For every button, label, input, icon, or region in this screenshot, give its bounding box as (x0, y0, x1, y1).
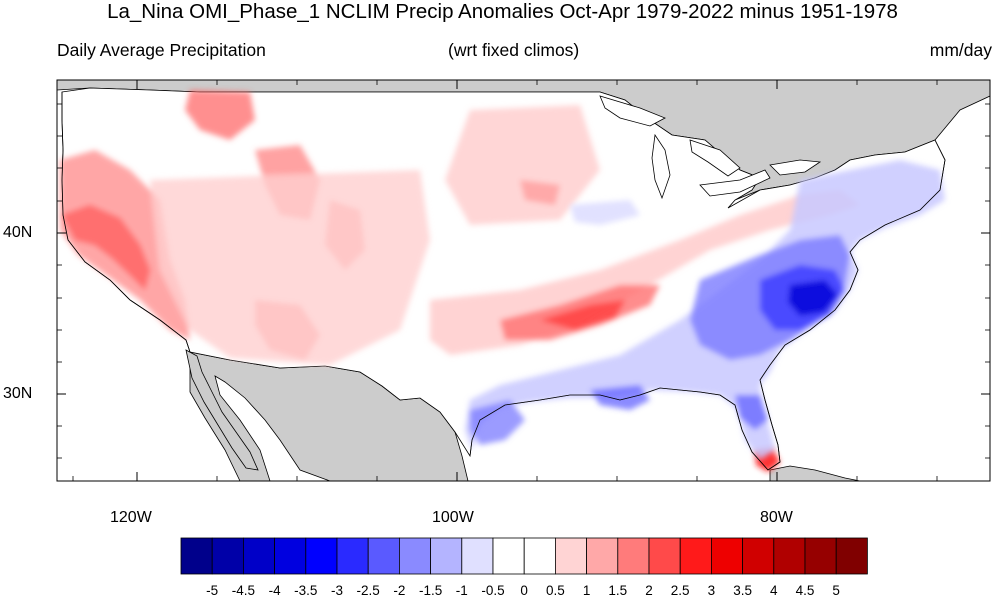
colorbar-box-11 (523, 537, 556, 575)
colorbar-label: -1 (455, 583, 468, 598)
colorbar-box-10 (492, 537, 525, 575)
colorbar-label: 3.5 (733, 583, 752, 598)
coastline (61, 92, 946, 471)
colorbar-box-15 (648, 537, 681, 575)
colorbar-box-3 (274, 537, 307, 575)
lat-label-30n: 30N (3, 385, 33, 402)
colorbar-label: -5 (206, 583, 219, 598)
plot-border (56, 79, 991, 482)
colorbar-label: -3.5 (294, 583, 318, 598)
map-title: La_Nina OMI_Phase_1 NCLIM Precip Anomali… (107, 0, 898, 23)
colorbar-label: 4.5 (795, 583, 815, 598)
colorbar (180, 537, 868, 575)
minor-ticks (57, 80, 990, 481)
map-area (57, 80, 990, 481)
subtitle-left: Daily Average Precipitation (57, 40, 266, 60)
cuba-region (769, 465, 861, 481)
colorbar-box-1 (211, 537, 244, 575)
colorbar-label: 0 (520, 583, 528, 598)
lon-label-100w: 100W (432, 509, 474, 526)
colorbar-box-21 (835, 537, 868, 575)
colorbar-box-16 (679, 537, 712, 575)
colorbar-label: 3 (707, 583, 716, 598)
lat-label-40n: 40N (3, 224, 33, 241)
colorbar-label: 2 (645, 583, 653, 598)
colorbar-label: -4 (268, 583, 281, 598)
colorbar-box-20 (804, 537, 837, 575)
colorbar-box-19 (773, 537, 806, 575)
colorbar-label: -1.5 (418, 583, 443, 598)
colorbar-box-6 (367, 537, 400, 575)
baja-region (185, 349, 259, 471)
colorbar-label: -2.5 (356, 583, 380, 598)
colorbar-box-0 (180, 537, 213, 575)
colorbar-box-4 (305, 537, 338, 575)
units-label: mm/day (929, 40, 992, 60)
colorbar-box-2 (242, 537, 275, 575)
colorbar-box-7 (398, 537, 431, 575)
negative-anomaly-fields (465, 160, 945, 460)
axis-ticks (57, 80, 990, 481)
colorbar-box-12 (555, 537, 588, 575)
colorbar-label: 0.5 (546, 583, 565, 598)
colorbar-box-9 (461, 537, 494, 575)
subtitle-center: (wrt fixed climos) (448, 40, 580, 60)
colorbar-label: 4 (770, 583, 778, 598)
positive-anomaly-fields (60, 90, 860, 472)
colorbar-box-13 (586, 537, 619, 575)
colorbar-label: 5 (832, 583, 840, 598)
colorbar-label: -3 (330, 583, 343, 598)
lon-label-120w: 120W (110, 509, 152, 526)
colorbar-label: -2 (393, 583, 406, 598)
lon-label-80w: 80W (760, 509, 793, 526)
colorbar-label: 2.5 (670, 583, 690, 598)
colorbar-box-5 (336, 537, 369, 575)
colorbar-label: -0.5 (481, 583, 505, 598)
colorbar-label: 1.5 (608, 583, 628, 598)
colorbar-box-8 (430, 537, 463, 575)
colorbar-box-14 (617, 537, 650, 575)
colorbar-box-18 (742, 537, 775, 575)
colorbar-box-17 (711, 537, 744, 575)
colorbar-label: 1 (582, 583, 591, 598)
colorbar-label: -4.5 (231, 583, 256, 598)
great-lakes (599, 95, 822, 200)
